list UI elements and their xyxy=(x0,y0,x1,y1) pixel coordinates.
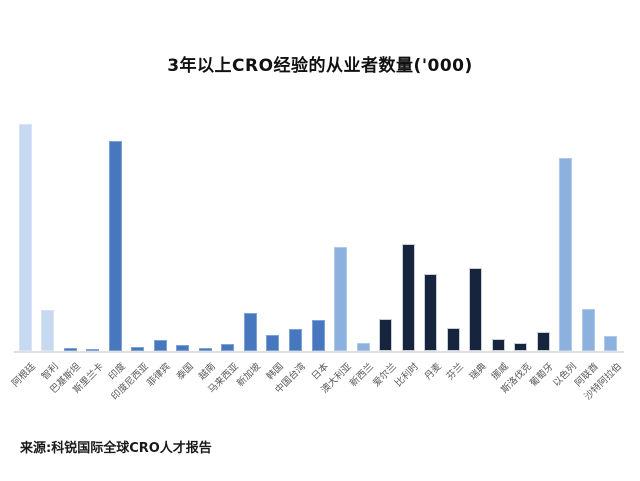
x-axis-label-19: 丹麦 xyxy=(422,361,444,383)
bar-9 xyxy=(198,348,212,351)
bar-23 xyxy=(514,343,528,351)
bar-14 xyxy=(311,320,325,351)
x-axis-label-8: 泰国 xyxy=(174,361,196,383)
x-axis-label-18: 比利时 xyxy=(393,361,421,390)
x-axis-labels: 阿根廷 智利 巴基斯坦 斯里兰卡 印度 印度尼西亚 菲律宾 泰国 越南 马来西亚 新加坡 韩国 中国台湾… xyxy=(10,357,623,419)
source-note: 来源:科锐国际全球CRO人才报告 xyxy=(20,441,212,456)
x-axis-line xyxy=(14,351,624,353)
bar-19 xyxy=(424,274,438,351)
x-axis-label-21: 瑞典 xyxy=(467,361,489,383)
bar-21 xyxy=(469,268,483,351)
bar-24 xyxy=(536,332,550,351)
bar-10 xyxy=(221,344,235,351)
bar-27 xyxy=(604,336,618,351)
x-axis-label-20: 芬兰 xyxy=(444,361,467,383)
bar-8 xyxy=(176,345,190,351)
bar-11 xyxy=(243,313,257,351)
bar-12 xyxy=(266,335,280,351)
x-axis-label-7: 菲律宾 xyxy=(145,361,174,390)
bar-2 xyxy=(41,310,55,351)
bar-15 xyxy=(334,247,348,351)
bar-18 xyxy=(401,244,415,351)
x-axis-label-16: 新西兰 xyxy=(347,361,376,390)
x-axis-label-24: 葡萄牙 xyxy=(528,361,557,390)
bar-6 xyxy=(131,347,145,351)
bar-16 xyxy=(356,343,370,351)
bar-7 xyxy=(153,340,167,351)
bar-22 xyxy=(491,339,505,351)
bar-20 xyxy=(446,328,460,351)
plot-area xyxy=(14,90,622,351)
x-axis-label-1: 阿根廷 xyxy=(10,361,39,390)
bar-26 xyxy=(581,309,595,351)
bar-4 xyxy=(86,349,100,351)
x-axis-label-11: 新加坡 xyxy=(235,361,264,390)
bar-5 xyxy=(108,141,122,351)
bar-1 xyxy=(18,124,32,351)
chart-title: 3年以上CRO经验的从业者数量('000) xyxy=(167,56,473,76)
bar-25 xyxy=(559,158,573,351)
bar-13 xyxy=(288,329,302,351)
bar-17 xyxy=(379,319,393,351)
x-axis-label-17: 爱尔兰 xyxy=(370,361,399,390)
bar-3 xyxy=(63,348,77,351)
